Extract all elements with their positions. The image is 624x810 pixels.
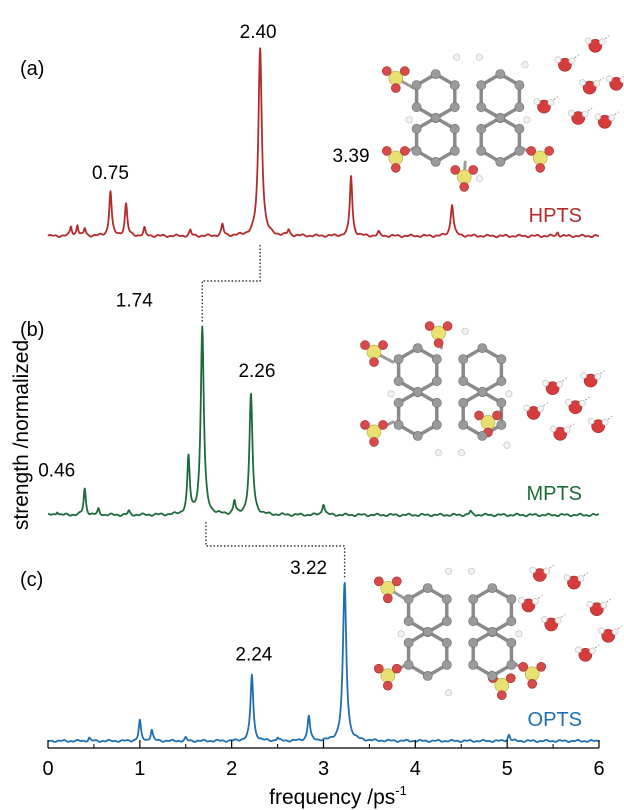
peak-label: 2.24 — [235, 645, 272, 666]
x-tick-label: 0 — [42, 758, 53, 780]
peak-label: 2.40 — [240, 22, 277, 43]
panel-opts: (c) OPTS 2.24 3.22 — [20, 558, 600, 743]
series-line-hpts — [47, 47, 600, 239]
molecule-mpts — [360, 321, 613, 457]
peak-connectors — [201, 245, 346, 578]
x-tick-label: 2 — [226, 758, 237, 780]
spectra-panels: (a) HPTS 0.75 2.40 3.39 (b) MPTS 0.46 1.74 2.26 (c… — [20, 22, 600, 743]
peak-connector-1 — [201, 245, 261, 322]
peak-connector-2 — [205, 522, 346, 578]
x-axis-label-superscript: -1 — [395, 783, 407, 798]
molecule-opts — [373, 564, 623, 701]
panel-hpts: (a) HPTS 0.75 2.40 3.39 — [20, 22, 600, 239]
peak-label: 0.75 — [92, 163, 129, 184]
panel-mpts: (b) MPTS 0.46 1.74 2.26 — [20, 290, 600, 518]
series-name: OPTS — [528, 709, 582, 731]
series-name: HPTS — [529, 205, 582, 227]
peak-label: 0.46 — [38, 460, 75, 481]
x-ticks: 0 1 2 3 4 5 6 — [42, 740, 605, 780]
peak-label: 3.39 — [333, 146, 370, 167]
x-tick-label: 3 — [318, 758, 329, 780]
peak-label: 2.26 — [238, 361, 275, 382]
panel-label: (c) — [20, 569, 43, 591]
x-tick-label: 6 — [593, 758, 604, 780]
series-line-mpts — [47, 325, 600, 518]
x-tick-label: 1 — [134, 758, 145, 780]
x-tick-label: 5 — [502, 758, 513, 780]
peak-label: 1.74 — [116, 290, 153, 311]
peak-label: 3.22 — [290, 558, 327, 579]
series-name: MPTS — [526, 483, 582, 505]
x-tick-label: 4 — [410, 758, 421, 780]
molecule-hpts — [381, 35, 624, 192]
x-axis-label: frequency /ps-1 — [269, 783, 407, 809]
panel-label: (a) — [20, 58, 44, 80]
x-axis: 0 1 2 3 4 5 6 frequency /ps-1 — [42, 740, 605, 809]
series-line-opts — [47, 582, 600, 743]
panel-label: (b) — [20, 319, 44, 341]
y-axis-label: strength /normalized — [10, 340, 33, 530]
molecule-illustrations — [360, 35, 624, 701]
